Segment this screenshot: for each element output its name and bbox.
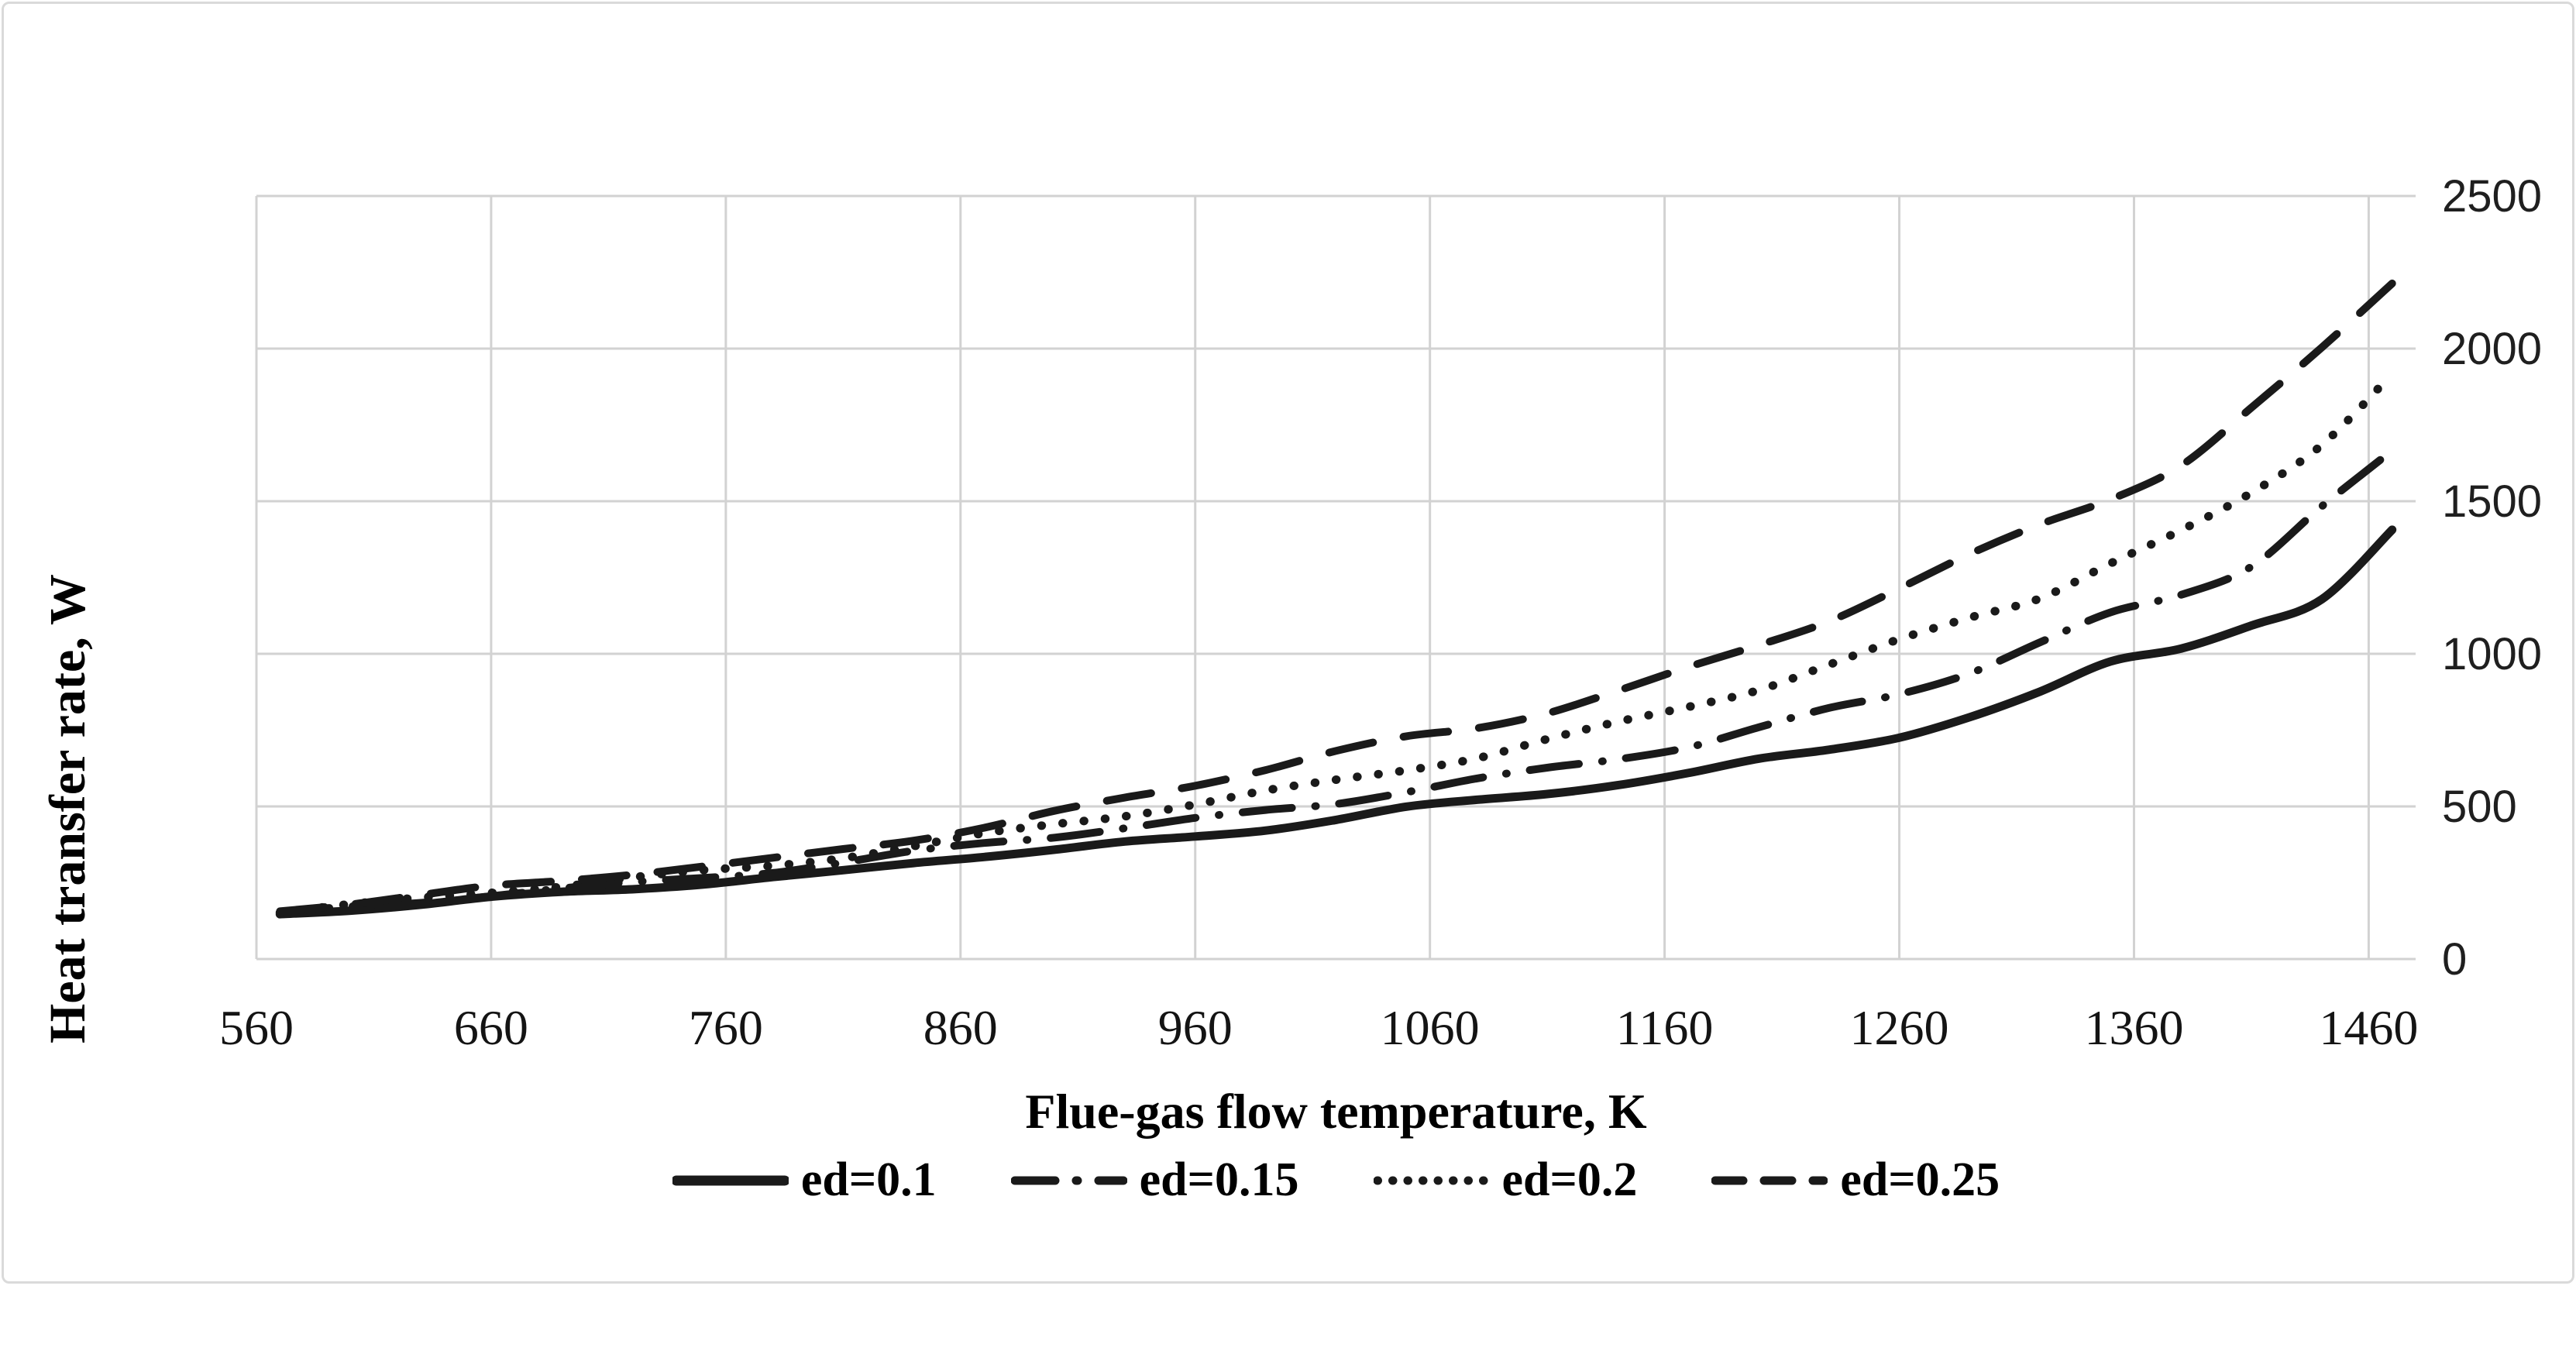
legend-swatch-dashed-line — [1711, 1176, 1828, 1184]
y-tick-label-1500: 1500 — [2442, 476, 2542, 527]
y-axis-tick-labels: 0 500 1000 1500 2000 2500 — [2442, 171, 2542, 985]
x-tick-label-760: 760 — [689, 1000, 763, 1055]
y-tick-label-0: 0 — [2442, 934, 2467, 985]
chart-canvas: 560 660 760 860 960 1060 1160 1260 1360 1460 0 500… — [219, 171, 2542, 1055]
x-axis-title: Flue-gas flow temperature, K — [1025, 1084, 1647, 1139]
legend-label: ed=0.2 — [1501, 1153, 1638, 1206]
legend-swatch-solid-line — [672, 1175, 789, 1185]
x-tick-label-1060: 1060 — [1381, 1000, 1480, 1055]
x-tick-label-960: 960 — [1158, 1000, 1233, 1055]
y-tick-label-500: 500 — [2442, 782, 2517, 832]
legend-label: ed=0.25 — [1840, 1153, 2000, 1206]
x-tick-label-560: 560 — [219, 1000, 294, 1055]
x-tick-label-1360: 1360 — [2084, 1000, 2183, 1055]
legend-item-ed=0.1: ed=0.1 — [672, 1153, 937, 1208]
legend-item-ed=0.15: ed=0.15 — [1010, 1153, 1299, 1208]
y-tick-label-2500: 2500 — [2442, 171, 2542, 222]
y-tick-label-1000: 1000 — [2442, 629, 2542, 679]
legend-item-ed=0.2: ed=0.2 — [1373, 1153, 1638, 1208]
data-series — [275, 279, 2397, 919]
x-tick-label-660: 660 — [454, 1000, 528, 1055]
series-line-ed=0.2 — [275, 370, 2397, 917]
legend-label: ed=0.1 — [800, 1153, 937, 1206]
gridlines — [255, 194, 2416, 961]
legend-label: ed=0.15 — [1139, 1153, 1299, 1206]
figure-border — [2, 2, 2574, 1284]
legend-item-ed=0.25: ed=0.25 — [1711, 1153, 2000, 1208]
legend-swatch-dash-dot-line — [1010, 1176, 1127, 1184]
x-tick-label-1460: 1460 — [2319, 1000, 2418, 1055]
x-tick-label-860: 860 — [923, 1000, 998, 1055]
x-tick-label-1160: 1160 — [1616, 1000, 1714, 1055]
series-line-ed=0.25 — [276, 279, 2396, 916]
x-tick-label-1260: 1260 — [1850, 1000, 1949, 1055]
y-tick-label-2000: 2000 — [2442, 324, 2542, 374]
series-line-ed=0.15 — [276, 446, 2396, 916]
legend: ed=0.1 ed=0.15 ed=0.2 ed=0.25 — [256, 1153, 2416, 1208]
series-line-ed=0.1 — [275, 525, 2397, 919]
y-axis-title: Heat transfer rate, W — [40, 573, 96, 1044]
legend-swatch-dotted-line — [1373, 1176, 1490, 1184]
x-axis-tick-labels: 560 660 760 860 960 1060 1160 1260 1360 1460 — [219, 1000, 2418, 1055]
